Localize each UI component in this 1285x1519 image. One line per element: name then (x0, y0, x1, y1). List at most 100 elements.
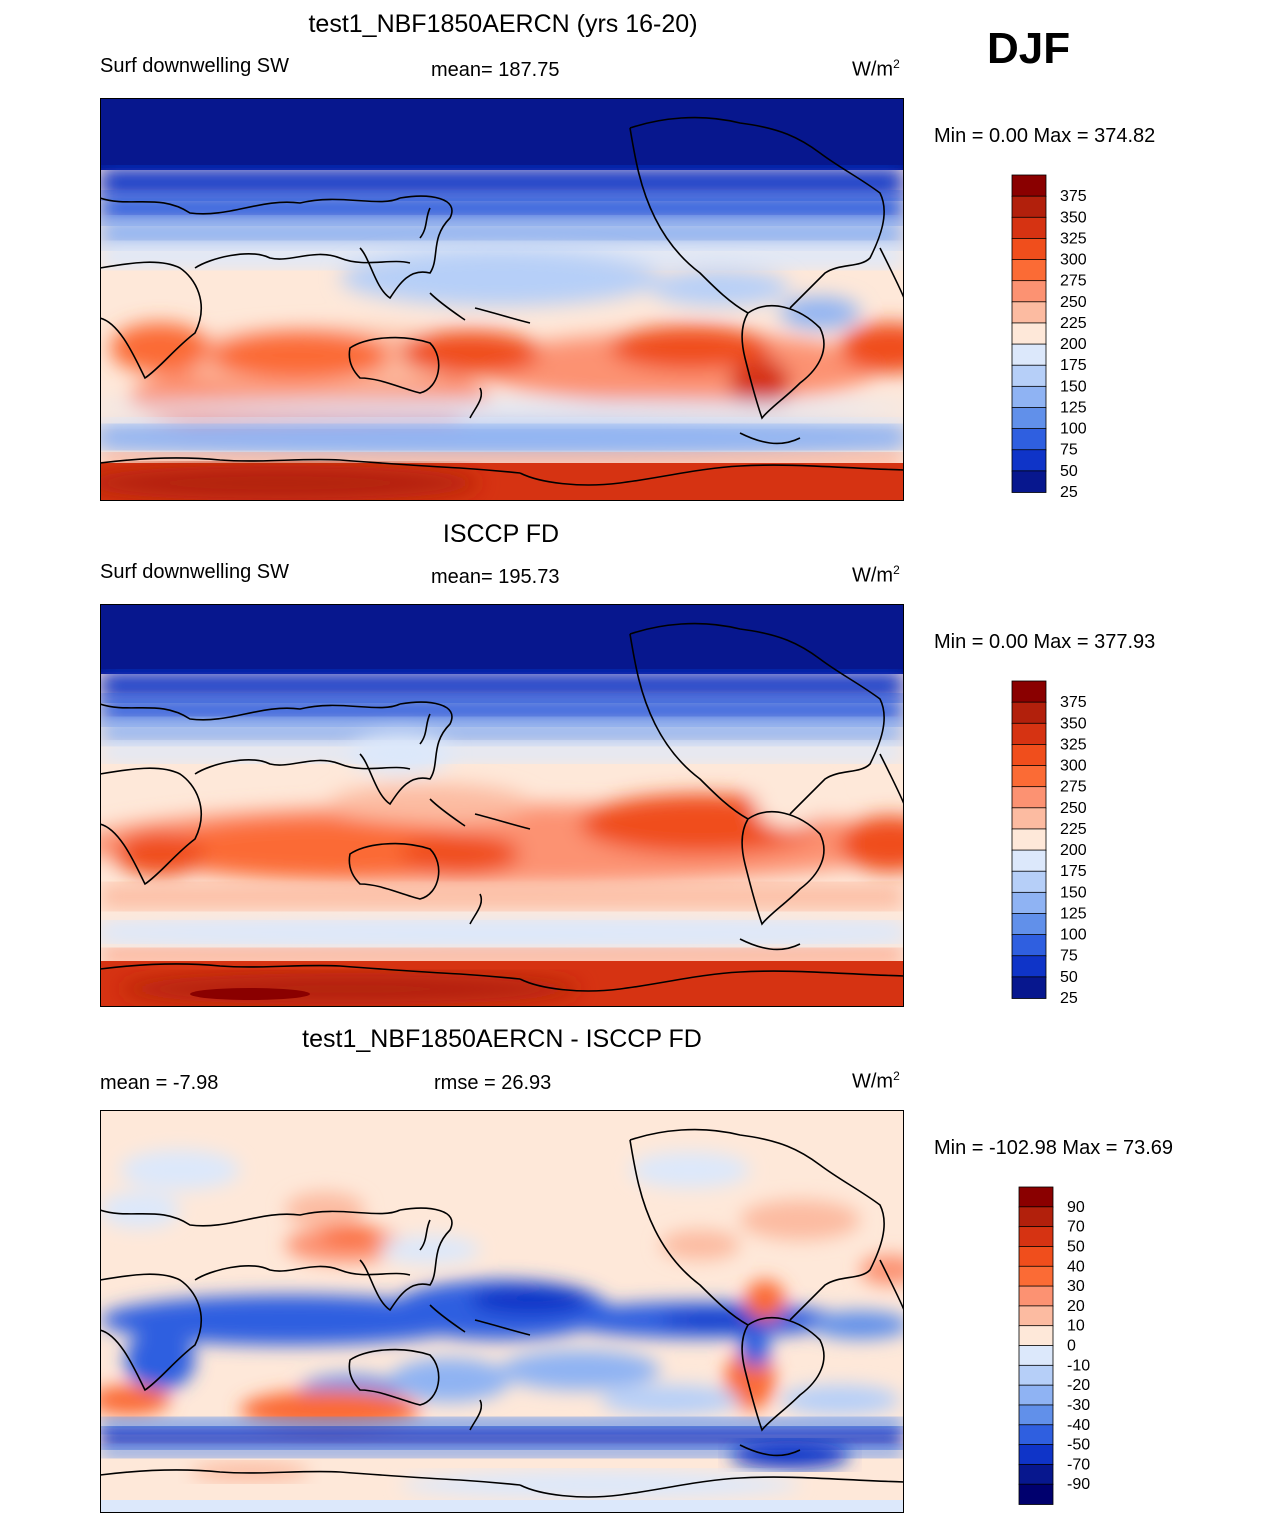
colorbar-model: 375 350 325 300 275 250 225 200 175 150 125 100 75 50… (1011, 174, 1132, 501)
colorbar-tick-label: 200 (1060, 842, 1087, 859)
panel-obs-minmax: Min = 0.00 Max = 377.93 (934, 631, 1156, 653)
colorbar-swatch (1011, 428, 1047, 451)
panel-obs-variable: Surf downwelling SW (100, 561, 289, 583)
colorbar-obs: 375 350 325 300 275 250 225 200 175 150 125 100 75 50… (1011, 680, 1132, 1007)
colorbar-tick-label: 150 (1060, 884, 1087, 901)
panel-diff-rmse: rmse = 26.93 (434, 1072, 552, 1094)
colorbar-swatch (1018, 1285, 1054, 1307)
colorbar-tick-label: 50 (1067, 1238, 1085, 1255)
colorbar-swatch (1011, 976, 1047, 999)
colorbar-tick-label: 125 (1060, 399, 1087, 416)
colorbar-tick-label: 175 (1060, 357, 1087, 374)
panel-obs-units: W/m2 (852, 563, 900, 587)
colorbar-swatch (1011, 470, 1047, 493)
colorbar-swatch (1011, 680, 1047, 704)
colorbar-tick-label: -50 (1067, 1437, 1090, 1454)
panel-diff-units: W/m2 (852, 1069, 900, 1093)
panel-obs-mean: mean= 195.73 (431, 566, 560, 588)
colorbar-tick-label: 125 (1060, 905, 1087, 922)
colorbar-swatch (1018, 1186, 1054, 1208)
colorbar-tick-label: 225 (1060, 315, 1087, 332)
colorbar-swatch (1018, 1424, 1054, 1446)
coastlines (100, 1128, 904, 1498)
colorbar-swatch (1011, 701, 1047, 725)
colorbar-tick-label: 300 (1060, 758, 1087, 775)
colorbar-swatch (1011, 807, 1047, 830)
panel-obs-title: ISCCP FD (442, 520, 560, 548)
colorbar-swatch (1018, 1444, 1054, 1466)
colorbar-tick-label: 375 (1060, 188, 1087, 205)
colorbar-swatch (1011, 786, 1047, 809)
panel-diff-mean: mean = -7.98 (100, 1072, 219, 1094)
map-panel-model (100, 98, 904, 501)
colorbar-tick-label: -70 (1067, 1456, 1090, 1473)
panel-diff-title: test1_NBF1850AERCN - ISCCP FD (302, 1025, 702, 1053)
colorbar-swatch (1011, 280, 1047, 303)
colorbar-swatch (1011, 449, 1047, 472)
colorbar-swatch (1011, 828, 1047, 851)
colorbar-swatch (1011, 744, 1047, 767)
colorbar-swatch (1011, 216, 1047, 240)
map-panel-diff (100, 1110, 904, 1513)
season-label: DJF (987, 24, 1071, 73)
colorbar-swatch (1011, 934, 1047, 957)
map-panel-obs (100, 604, 904, 1007)
colorbar-tick-label: 75 (1060, 442, 1078, 459)
colorbar-swatch (1011, 765, 1047, 788)
colorbar-tick-label: -90 (1067, 1476, 1090, 1493)
panel-model-minmax: Min = 0.00 Max = 374.82 (934, 125, 1156, 147)
panel-model-units: W/m2 (852, 57, 900, 81)
colorbar-swatch (1011, 343, 1047, 367)
colorbar-swatch (1018, 1404, 1054, 1426)
colorbar-tick-label: 350 (1060, 209, 1087, 226)
colorbar-swatch (1011, 849, 1047, 873)
coastlines (100, 622, 904, 992)
colorbar-tick-label: 350 (1060, 715, 1087, 732)
colorbar-tick-label: -10 (1067, 1357, 1090, 1374)
panel-model-variable: Surf downwelling SW (100, 55, 289, 77)
colorbar-swatch (1018, 1226, 1054, 1248)
colorbar-swatch (1011, 385, 1047, 409)
colorbar-tick-label: 50 (1060, 463, 1078, 480)
colorbar-tick-label: 275 (1060, 273, 1087, 290)
colorbar-tick-label: 40 (1067, 1258, 1085, 1275)
colorbar-tick-label: 0 (1067, 1338, 1076, 1355)
colorbar-swatch (1011, 301, 1047, 324)
colorbar-swatch (1018, 1206, 1054, 1228)
colorbar-tick-label: 25 (1060, 484, 1078, 501)
colorbar-swatch (1018, 1325, 1054, 1347)
colorbar-swatch (1011, 955, 1047, 978)
colorbar-swatch (1011, 407, 1047, 430)
field-obs (100, 604, 904, 1007)
colorbar-tick-label: 10 (1067, 1318, 1085, 1335)
colorbar-tick-label: 75 (1060, 948, 1078, 965)
colorbar-tick-label: 25 (1060, 990, 1078, 1007)
colorbar-tick-label: 90 (1067, 1199, 1085, 1216)
colorbar-swatch (1011, 174, 1047, 198)
coastlines (100, 116, 904, 486)
colorbar-tick-label: 100 (1060, 927, 1087, 944)
colorbar-tick-label: 250 (1060, 800, 1087, 817)
colorbar-tick-label: 150 (1060, 378, 1087, 395)
colorbar-swatch (1018, 1364, 1054, 1387)
panel-model-title: test1_NBF1850AERCN (yrs 16-20) (308, 10, 698, 38)
colorbar-swatch (1018, 1463, 1054, 1486)
colorbar-swatch (1011, 195, 1047, 219)
colorbar-swatch (1018, 1305, 1054, 1327)
colorbar-swatch (1011, 891, 1047, 915)
colorbar-tick-label: -20 (1067, 1377, 1090, 1394)
colorbar-tick-label: 30 (1067, 1278, 1085, 1295)
colorbar-tick-label: 325 (1060, 230, 1087, 247)
colorbar-swatch (1018, 1265, 1054, 1287)
field-model (100, 98, 904, 501)
colorbar-tick-label: 200 (1060, 336, 1087, 353)
colorbar-swatch (1011, 259, 1047, 282)
colorbar-tick-label: 275 (1060, 779, 1087, 796)
colorbar-swatch (1011, 364, 1047, 388)
panel-model-mean: mean= 187.75 (431, 59, 560, 81)
colorbar-tick-label: -30 (1067, 1397, 1090, 1414)
colorbar-swatch (1011, 238, 1047, 261)
colorbar-diff: 90 70 50 40 30 20 10 0 -10 -20 -30 -40 -50 -70 -90 (1018, 1186, 1139, 1507)
colorbar-swatch (1018, 1246, 1054, 1268)
colorbar-tick-label: 50 (1060, 969, 1078, 986)
